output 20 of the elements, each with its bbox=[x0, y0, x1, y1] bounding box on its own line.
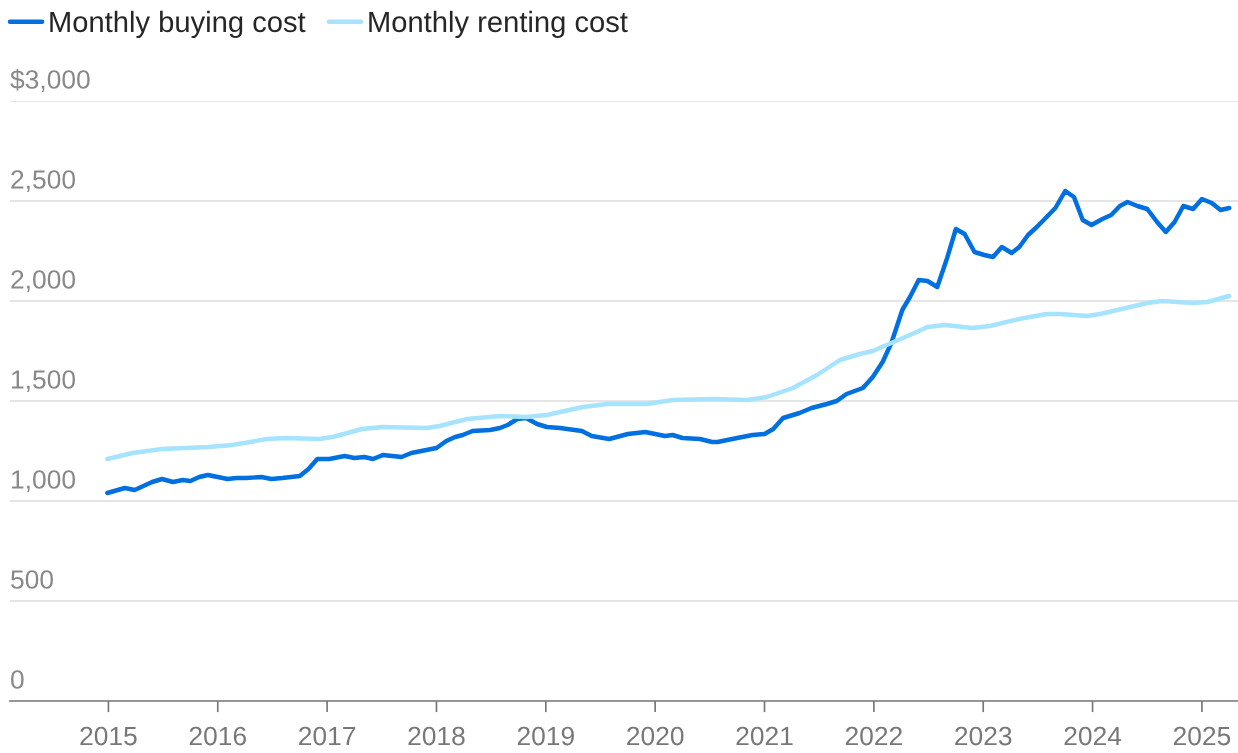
x-tick-label: 2023 bbox=[955, 726, 1012, 746]
y-tick-label: 2,000 bbox=[11, 270, 75, 292]
x-tick-label: 2015 bbox=[80, 726, 137, 746]
x-tick-label: 2022 bbox=[845, 726, 902, 746]
legend-label: Monthly renting cost bbox=[369, 10, 628, 38]
y-tick-label: 0 bbox=[11, 670, 24, 689]
x-tick-label: 2017 bbox=[299, 726, 356, 746]
x-tick-label: 2019 bbox=[517, 726, 574, 746]
x-tick-label: 2021 bbox=[736, 726, 793, 746]
x-tick-label: 2020 bbox=[627, 726, 684, 746]
x-tick-label: 2016 bbox=[189, 726, 246, 746]
legend-label: Monthly buying cost bbox=[50, 10, 306, 38]
y-tick-label: 1,000 bbox=[12, 470, 75, 492]
x-tick-label: 2024 bbox=[1064, 726, 1122, 746]
y-tick-label: 1,500 bbox=[12, 370, 75, 392]
x-tick-label: 2018 bbox=[408, 726, 465, 746]
x-tick-label: 2025 bbox=[1173, 726, 1231, 746]
y-tick-label: 500 bbox=[11, 570, 53, 589]
y-tick-label: $3,000 bbox=[10, 69, 90, 92]
y-tick-label: 2,500 bbox=[11, 170, 75, 192]
